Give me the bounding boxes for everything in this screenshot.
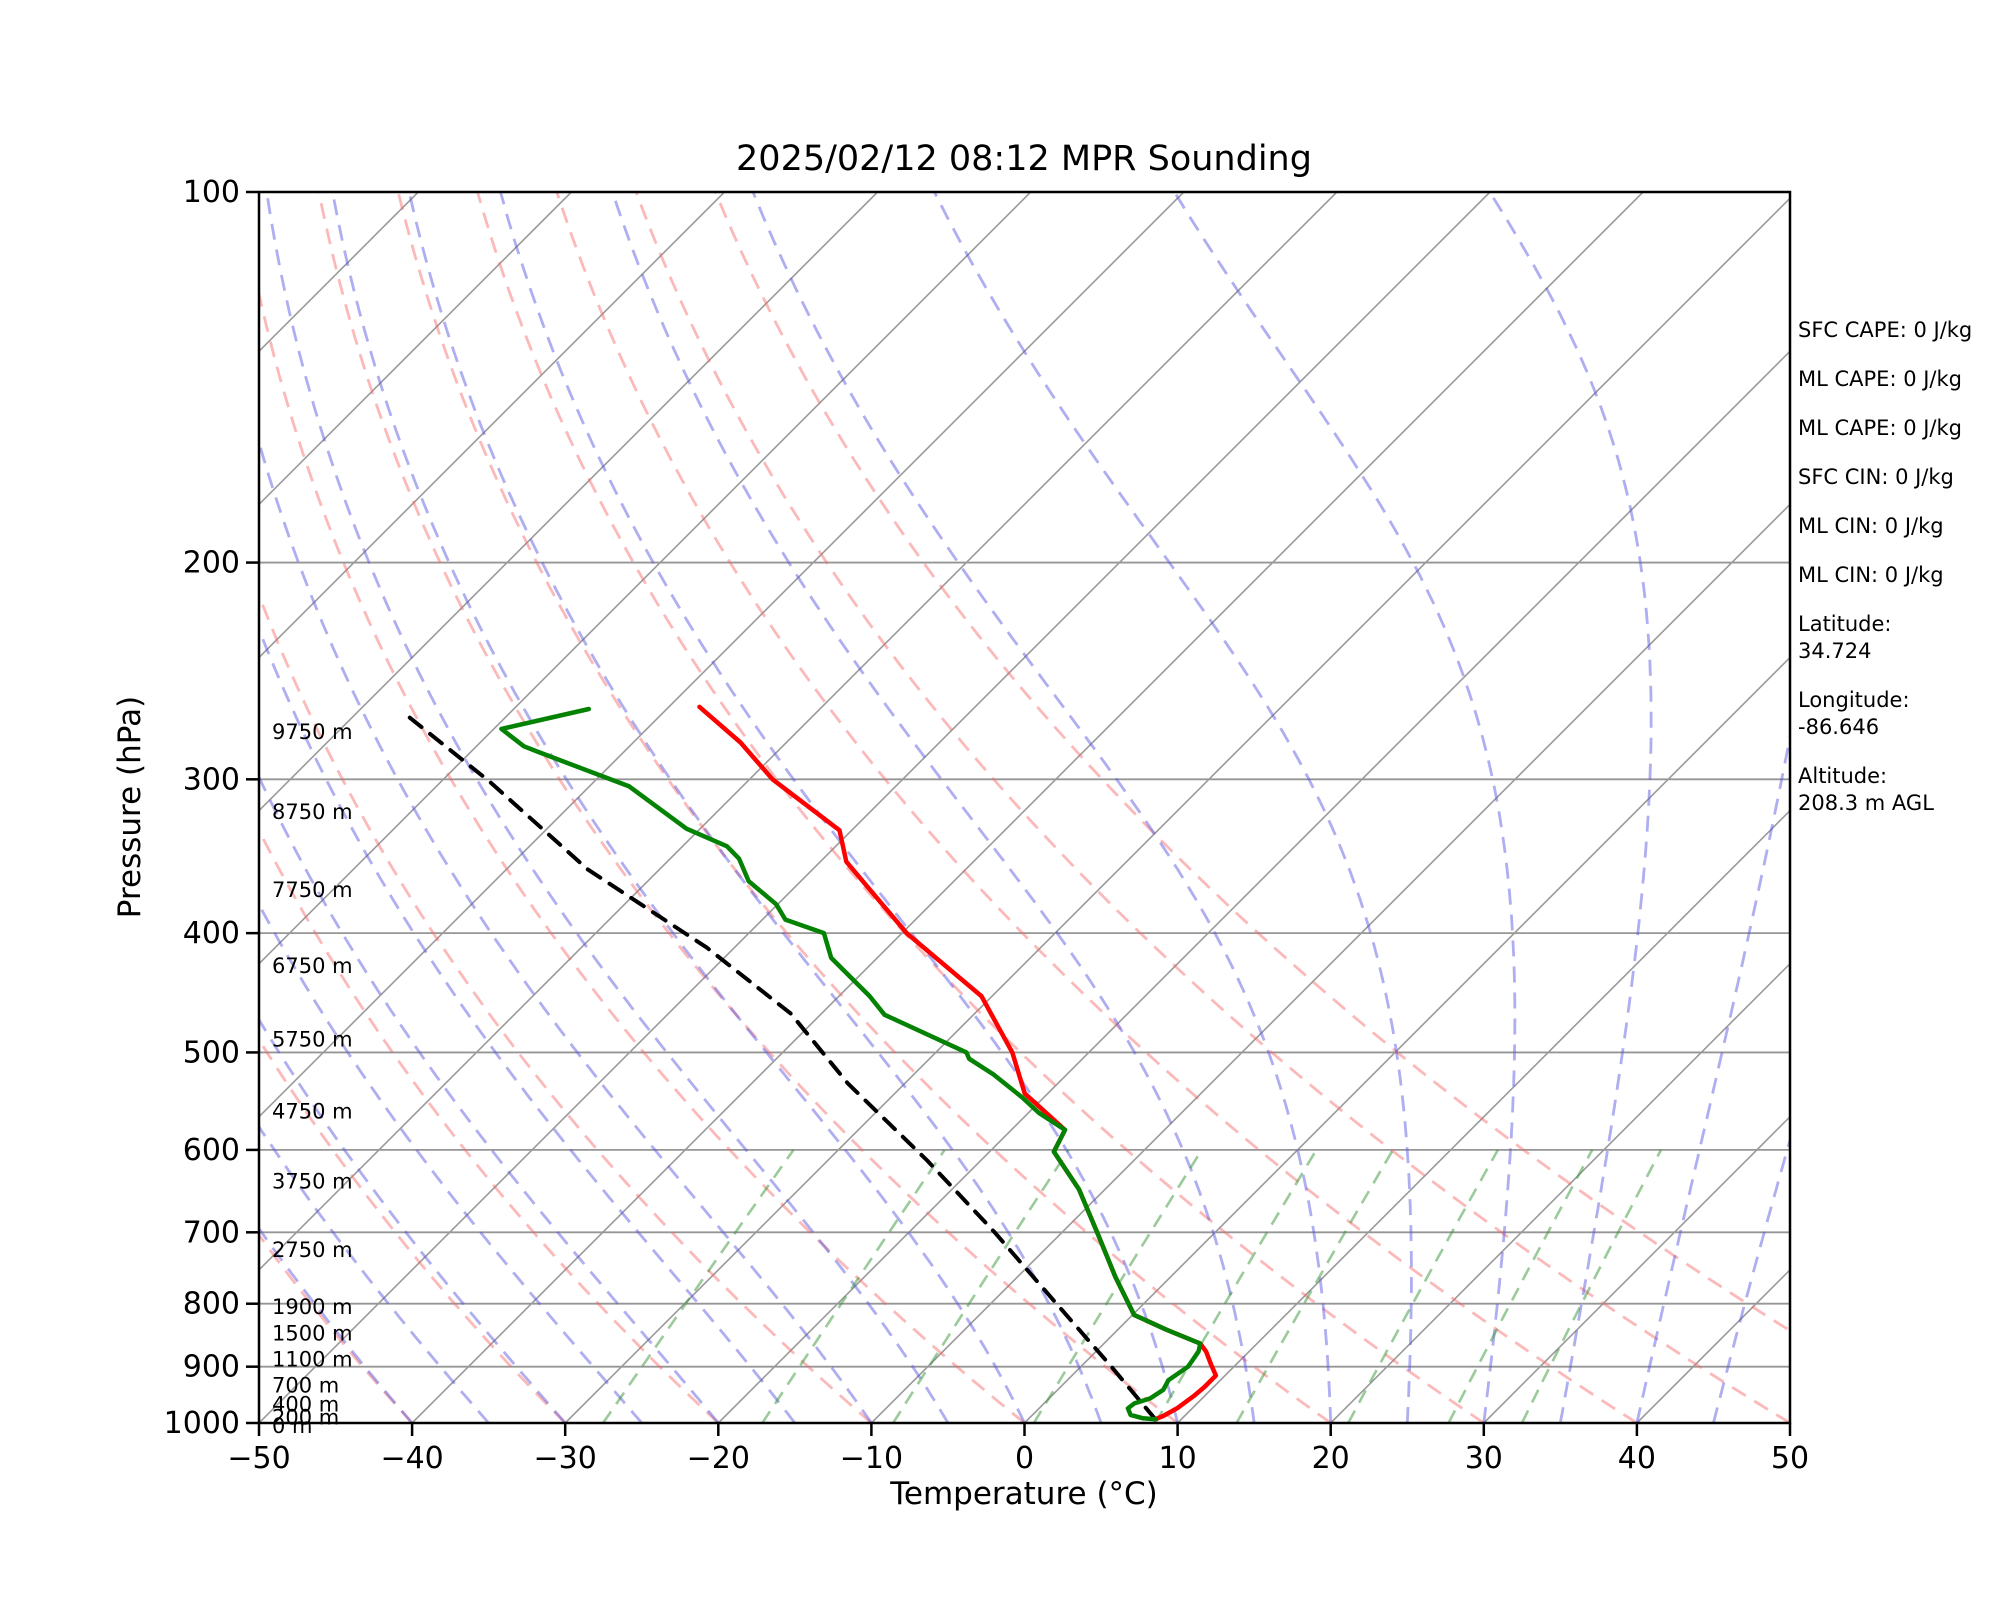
height-label: 5750 m [272,1028,353,1052]
x-tick-label: −30 [534,1441,597,1476]
y-tick-label: 700 [183,1215,240,1250]
isotherm-line [0,192,1184,1423]
isotherm-line [0,192,1031,1423]
height-label: 9750 m [272,720,353,744]
y-axis-label: Pressure (hPa) [112,696,148,918]
axes: −50 −40 −30 −20 −10 0 10 20 30 40 50 100 200 300 400 50… [164,175,1809,1476]
height-label: 7750 m [272,878,353,902]
dry-adiabat-line [715,192,1943,1423]
x-tick-label: −40 [380,1441,443,1476]
x-tick-label: −20 [687,1441,750,1476]
x-tick-label: 20 [1312,1441,1350,1476]
dry-adiabat-line [319,192,1178,1423]
x-tick-label: 50 [1771,1441,1809,1476]
isotherm-line [259,192,1490,1423]
info-panel-line: Altitude: [1798,764,1887,788]
info-panel-line: Latitude: [1798,612,1892,636]
height-label: 6750 m [272,954,353,978]
y-tick-label: 800 [183,1287,240,1322]
annotations: 9750 m 8750 m 7750 m 6750 m 5750 m 4750 m 3750… [272,318,1972,1438]
height-label: 3750 m [272,1170,353,1194]
x-axis-label: Temperature (°C) [889,1476,1158,1512]
isotherm-line [412,192,1643,1423]
info-panel-line: SFC CIN: 0 J/kg [1798,465,1954,489]
y-tick-label: 300 [183,762,240,797]
y-tick-label: 500 [183,1035,240,1070]
moist-adiabat-line [1490,192,1651,1423]
height-label: 1500 m [272,1321,353,1345]
y-tick-label: 100 [183,175,240,210]
mixing-ratio-line [1522,1150,1661,1423]
height-label: 4750 m [272,1099,353,1123]
mixing-ratio-line [603,1150,794,1423]
y-tick-label: 600 [183,1133,240,1168]
moist-adiabat-line [156,192,795,1423]
plot-border [259,192,1790,1423]
info-panel-line: ML CAPE: 0 J/kg [1798,367,1962,391]
info-panel-line: ML CIN: 0 J/kg [1798,563,1944,587]
y-tick-label: 1000 [164,1406,240,1441]
moist-adiabat-line [934,192,1411,1423]
x-tick-label: −10 [840,1441,903,1476]
mixing-ratio-line [1449,1150,1593,1423]
y-tick-label: 400 [183,916,240,951]
mixing-ratio-line [762,1150,944,1423]
info-panel-line: 34.724 [1798,639,1871,663]
isotherm-line [565,192,1796,1423]
moist-adiabat-line [612,192,1254,1423]
parcel-profile-trace [404,713,1155,1419]
info-panel-line: 208.3 m AGL [1798,791,1934,815]
chart-title: 2025/02/12 08:12 MPR Sounding [736,139,1312,179]
isotherm-line [718,192,1949,1423]
x-tick-label: 30 [1465,1441,1503,1476]
info-panel-line: -86.646 [1798,715,1879,739]
y-tick-label: 200 [183,546,240,581]
height-label: 2750 m [272,1238,353,1262]
info-panel-line: ML CIN: 0 J/kg [1798,514,1944,538]
height-label: 1100 m [272,1347,353,1371]
isotherm-line [0,192,725,1423]
info-panel-line: ML CAPE: 0 J/kg [1798,416,1962,440]
info-panel-line: SFC CAPE: 0 J/kg [1798,318,1972,342]
y-tick-label: 900 [183,1350,240,1385]
moist-adiabat-line [753,192,1331,1423]
mixing-ratio-line [1348,1150,1498,1423]
dry-adiabat-line [398,192,1330,1423]
height-label: 1900 m [272,1295,353,1319]
height-label: 0 m [272,1414,313,1438]
moist-adiabat-line [1174,192,1515,1423]
height-label: 8750 m [272,800,353,824]
x-tick-label: 40 [1618,1441,1656,1476]
info-panel-line: Longitude: [1798,688,1910,712]
temperature-trace [700,707,1216,1419]
x-tick-label: 0 [1015,1441,1034,1476]
x-tick-label: 10 [1159,1441,1197,1476]
dry-adiabat-line [557,192,1637,1423]
moist-adiabat-line [501,192,1178,1423]
x-tick-label: −50 [227,1441,290,1476]
